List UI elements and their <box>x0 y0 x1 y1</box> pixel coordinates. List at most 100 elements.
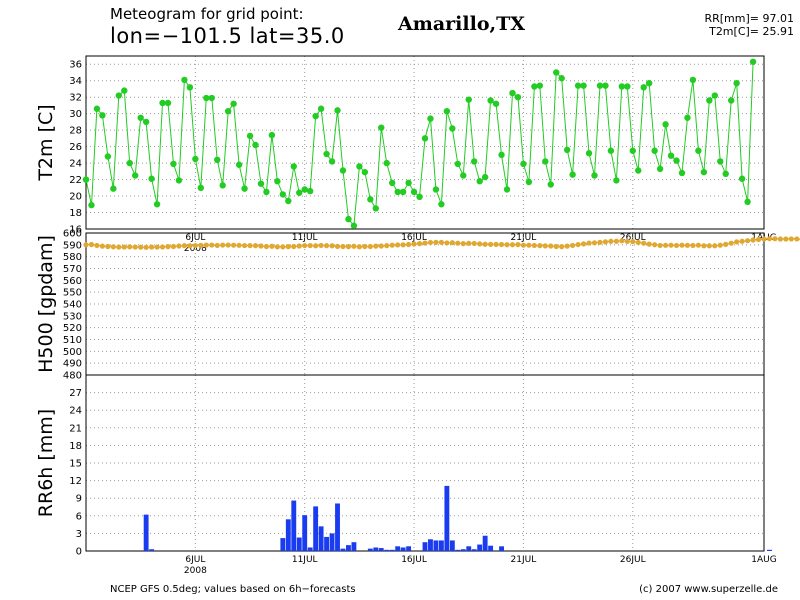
geopotential-point <box>537 243 543 249</box>
geopotential-point <box>247 242 253 249</box>
rain-bar <box>499 546 504 551</box>
y-tick-label: 27 <box>69 388 82 399</box>
rain-bar <box>400 547 406 551</box>
temperature-point <box>602 82 609 89</box>
temperature-point <box>334 107 341 114</box>
geopotential-point <box>138 244 144 250</box>
temperature-point <box>230 100 237 107</box>
y-tick-label: 26 <box>69 142 82 153</box>
y-tick-label: 550 <box>63 288 82 299</box>
temperature-point <box>339 167 347 174</box>
geopotential-point <box>252 243 259 249</box>
geopotential-point <box>646 241 652 247</box>
y-tick-label: 24 <box>69 406 82 417</box>
geopotential-point <box>635 239 641 246</box>
geopotential-point <box>548 243 554 249</box>
geopotential-point <box>701 243 707 249</box>
geopotential-point <box>559 244 565 250</box>
geopotential-point <box>597 239 603 245</box>
geopotential-point <box>159 244 166 250</box>
temperature-point <box>640 84 647 91</box>
y-tick-label: 500 <box>63 347 82 358</box>
temperature-point <box>416 193 423 201</box>
geopotential-point <box>564 243 570 249</box>
geopotential-point <box>794 236 800 242</box>
y-tick-label: 21 <box>69 423 82 434</box>
rain-bar <box>285 519 291 551</box>
temperature-point <box>700 168 708 176</box>
temperature-point <box>591 172 598 179</box>
temperature-point <box>394 188 401 196</box>
geopotential-point <box>192 242 198 249</box>
geopotential-point <box>203 242 209 248</box>
y-tick-label: 36 <box>69 60 82 71</box>
geopotential-point <box>127 244 133 250</box>
temperature-point <box>607 147 615 154</box>
geopotential-point <box>723 241 729 247</box>
temperature-point <box>257 180 265 187</box>
temperature-point <box>744 198 751 206</box>
temp-mean-stat: T2m[C]= 25.91 <box>709 25 794 38</box>
temperature-point <box>684 114 691 121</box>
temperature-point <box>449 125 456 132</box>
y-tick-label: 600 <box>63 229 82 240</box>
data-source-note: NCEP GFS 0.5deg; values based on 6h−fore… <box>110 584 356 595</box>
temperature-point <box>667 152 675 159</box>
y-tick-label: 6 <box>76 511 82 522</box>
y-tick-label: 20 <box>69 192 82 203</box>
temperature-point <box>110 185 117 192</box>
geopotential-point <box>99 243 106 249</box>
geopotential-point <box>280 244 286 250</box>
temperature-point <box>673 157 680 164</box>
geopotential-point <box>690 242 696 249</box>
geopotential-point <box>728 240 734 246</box>
temperature-point <box>432 186 440 193</box>
temperature-point <box>629 147 636 154</box>
geopotential-point <box>586 240 592 246</box>
geopotential-point <box>482 241 488 247</box>
temperature-point <box>525 178 533 186</box>
geopotential-point <box>94 242 100 249</box>
temperature-point <box>443 107 451 115</box>
temperature-point <box>312 112 319 120</box>
geopotential-point <box>334 243 341 249</box>
geopotential-point <box>181 243 188 249</box>
rain-bar <box>449 540 455 551</box>
geopotential-point <box>673 242 680 249</box>
temperature-point <box>350 222 358 229</box>
rain-total-stat: RR[mm]= 97.01 <box>704 12 794 25</box>
y-tick-label: 580 <box>63 252 82 263</box>
geopotential-point <box>624 238 630 245</box>
geopotential-point <box>471 240 477 247</box>
y-tick-label: 530 <box>63 311 82 322</box>
temperature-point <box>421 135 429 142</box>
y-tick-label: 22 <box>69 175 82 186</box>
temperature-point <box>159 99 166 107</box>
rain-bar <box>143 514 149 551</box>
geopotential-point <box>395 242 401 248</box>
temperature-point <box>558 75 565 82</box>
temperature-point <box>689 76 697 84</box>
x-tick-label: 16JUL <box>401 555 427 565</box>
temperature-point <box>738 175 746 182</box>
temperature-point <box>651 147 658 154</box>
geopotential-point <box>531 242 537 249</box>
geopotential-point <box>466 240 472 246</box>
rain-bar <box>346 545 351 551</box>
temperature-point <box>290 163 297 170</box>
rain-bar <box>340 548 346 551</box>
geopotential-point <box>761 236 767 242</box>
y-tick-label: 490 <box>63 359 82 370</box>
geopotential-point <box>662 242 669 248</box>
temperature-point <box>383 159 390 167</box>
temperature-point <box>487 97 494 104</box>
geopotential-point <box>389 242 395 248</box>
geopotential-point <box>575 241 581 248</box>
temperature-point <box>235 161 243 168</box>
geopotential-point <box>477 241 483 247</box>
geopotential-point <box>411 241 417 247</box>
temperature-point <box>476 178 483 185</box>
rain-bar <box>373 547 379 551</box>
geopotential-point <box>143 244 149 250</box>
